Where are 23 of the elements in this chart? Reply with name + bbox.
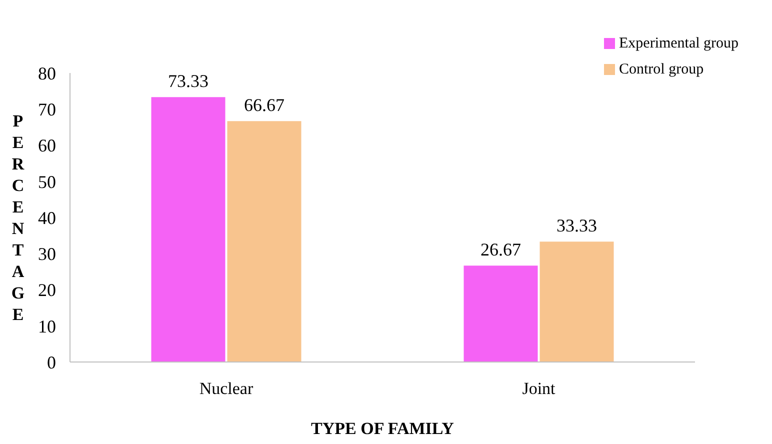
- text: PERCENTAGE: [11, 112, 25, 324]
- bar: [540, 242, 614, 362]
- x-tick-label: Joint: [522, 379, 556, 398]
- bar: [151, 97, 226, 362]
- data-label: 66.67: [244, 95, 284, 116]
- x-tick-label: Nuclear: [199, 379, 254, 398]
- data-label: 73.33: [168, 71, 208, 92]
- y-tick-label: 80: [38, 63, 56, 84]
- y-tick-label: 60: [38, 136, 56, 156]
- x-axis-title: TYPE OF FAMILY: [311, 419, 454, 438]
- data-label: 26.67: [480, 240, 521, 260]
- y-tick-label: 30: [38, 244, 56, 264]
- y-tick-label: 40: [38, 208, 56, 228]
- bar: [227, 121, 302, 362]
- y-tick-label: 20: [38, 280, 56, 300]
- legend-label: Control group: [619, 62, 704, 78]
- data-label: 33.33: [556, 216, 597, 236]
- legend-label: Experimental group: [619, 36, 739, 52]
- bar: [464, 266, 538, 362]
- y-tick-label: 50: [38, 172, 56, 192]
- y-tick-label: 0: [47, 352, 56, 372]
- y-tick-label: 10: [38, 316, 56, 336]
- y-tick-label: 70: [38, 100, 56, 120]
